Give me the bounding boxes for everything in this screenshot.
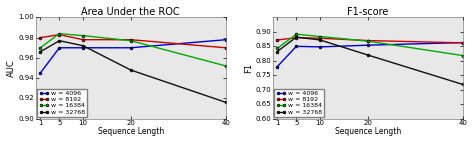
Y-axis label: F1: F1 [244,63,253,73]
w = 32768 [365,54,371,56]
w = 16384 [365,40,371,42]
w = 4096 [128,47,134,49]
Line: w = 8192: w = 8192 [39,33,228,49]
Line: w = 16384: w = 16384 [276,33,465,57]
w = 8192 [128,39,134,41]
w = 4096 [37,72,43,74]
w = 32768 [128,69,134,71]
Line: w = 8192: w = 8192 [276,36,465,44]
Line: w = 32768: w = 32768 [39,39,228,104]
w = 8192 [317,37,323,39]
w = 16384 [460,55,466,56]
w = 16384 [223,65,229,67]
w = 16384 [56,33,62,34]
w = 4096 [365,44,371,46]
Y-axis label: AUC: AUC [7,59,16,77]
w = 8192 [80,39,86,41]
w = 4096 [56,47,62,49]
w = 8192 [293,37,299,38]
X-axis label: Sequence Length: Sequence Length [98,127,164,136]
w = 8192 [274,39,280,41]
w = 8192 [365,40,371,41]
w = 32768 [223,102,229,103]
Legend: w = 4096, w = 8192, w = 16384, w = 32768: w = 4096, w = 8192, w = 16384, w = 32768 [274,89,324,117]
w = 4096 [80,47,86,49]
w = 32768 [274,51,280,52]
w = 32768 [293,36,299,38]
w = 4096 [274,66,280,67]
w = 16384 [80,35,86,36]
w = 4096 [460,42,466,43]
w = 32768 [317,39,323,41]
w = 8192 [223,47,229,49]
Line: w = 32768: w = 32768 [276,36,465,86]
w = 16384 [293,33,299,35]
w = 4096 [293,45,299,47]
Line: w = 4096: w = 4096 [276,41,465,68]
w = 32768 [56,40,62,42]
w = 16384 [128,40,134,42]
w = 8192 [460,42,466,44]
w = 32768 [460,84,466,85]
w = 4096 [223,39,229,41]
w = 16384 [37,47,43,49]
w = 4096 [317,46,323,48]
Title: F1-score: F1-score [347,7,388,17]
Line: w = 4096: w = 4096 [39,38,228,75]
w = 8192 [56,34,62,35]
w = 16384 [317,36,323,37]
X-axis label: Sequence Length: Sequence Length [335,127,401,136]
Title: Area Under the ROC: Area Under the ROC [82,7,180,17]
Legend: w = 4096, w = 8192, w = 16384, w = 32768: w = 4096, w = 8192, w = 16384, w = 32768 [37,89,87,117]
Line: w = 16384: w = 16384 [39,32,228,67]
w = 32768 [80,45,86,47]
w = 16384 [274,47,280,49]
w = 32768 [37,51,43,53]
w = 8192 [37,37,43,38]
